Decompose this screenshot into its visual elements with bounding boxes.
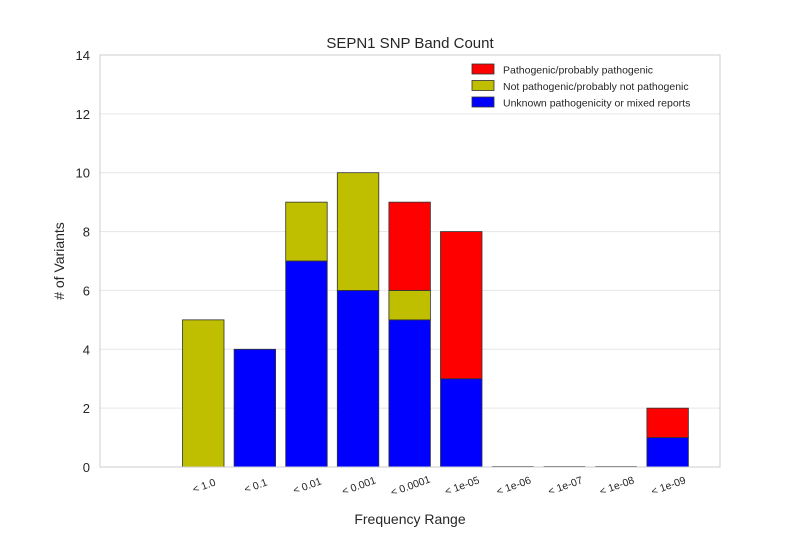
bar-segment xyxy=(336,172,380,291)
x-tick-label: < 0.1 xyxy=(243,476,269,495)
legend-swatch xyxy=(471,96,495,108)
y-tick-label: 14 xyxy=(76,48,90,63)
bar-segment xyxy=(182,319,225,468)
legend-swatch xyxy=(471,63,495,75)
x-tick-label: < 1e-09 xyxy=(650,474,688,498)
y-tick-label: 0 xyxy=(83,460,90,475)
x-tick-labels: < 1.0 < 0.1 < 0.01 < 0.001 < 0.0001 < 1e-05 < … xyxy=(191,473,688,498)
bar-segment xyxy=(440,231,483,380)
plot-frame xyxy=(99,54,721,468)
legend-label: Not pathogenic/probably not pathogenic xyxy=(503,81,689,93)
x-tick-label: < 1.0 xyxy=(191,476,217,495)
bar-segment xyxy=(285,260,328,468)
y-tick-label: 8 xyxy=(83,225,90,240)
bar-segment xyxy=(388,319,431,468)
y-tick-label: 12 xyxy=(76,107,90,122)
x-tick-label: < 1e-08 xyxy=(598,474,636,498)
y-tick-label: 6 xyxy=(83,283,90,298)
bar-segment xyxy=(440,378,483,468)
x-tick-label: < 1e-06 xyxy=(495,474,533,498)
legend: Pathogenic/probably pathogenic Not pathog… xyxy=(471,63,690,110)
y-tick-labels: 0 2 4 6 8 10 12 14 xyxy=(76,48,90,475)
bar-segment xyxy=(646,437,689,468)
legend-label: Unknown pathogenicity or mixed reports xyxy=(503,98,690,110)
y-tick-label: 2 xyxy=(83,401,90,416)
x-tick-label: < 1e-07 xyxy=(547,474,585,498)
chart-title: SEPN1 SNP Band Count xyxy=(326,35,494,52)
y-tick-label: 10 xyxy=(76,166,90,181)
x-tick-label: < 0.0001 xyxy=(389,473,432,498)
bar-segment xyxy=(233,348,277,468)
y-axis-label: # of Variants xyxy=(51,222,67,300)
x-tick-label: < 0.001 xyxy=(340,474,377,497)
x-tick-label: < 1e-05 xyxy=(443,474,481,498)
bar-segment xyxy=(285,201,328,262)
bar-segment xyxy=(388,290,431,321)
y-tick-label: 4 xyxy=(83,342,90,357)
x-axis-label: Frequency Range xyxy=(354,511,466,527)
bar-segment xyxy=(336,290,380,468)
x-tick-label: < 0.01 xyxy=(292,475,324,496)
legend-swatch xyxy=(471,80,495,91)
legend-label: Pathogenic/probably pathogenic xyxy=(503,65,653,77)
bar-segment xyxy=(388,201,431,291)
bar-segment xyxy=(646,407,689,438)
bars xyxy=(182,172,689,468)
